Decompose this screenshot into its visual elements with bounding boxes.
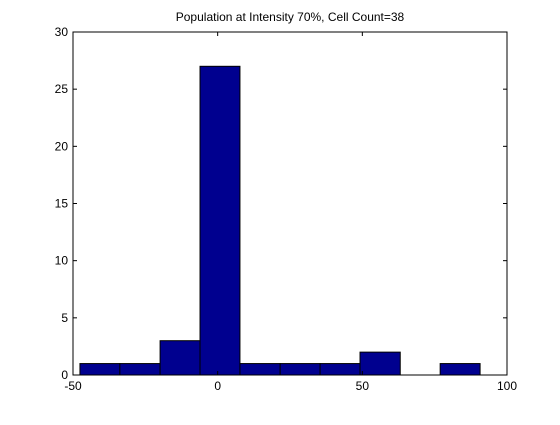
histogram-bar	[159, 340, 201, 376]
x-tick-label: -50	[64, 379, 82, 393]
ticks-layer	[72, 31, 508, 376]
chart-title: Population at Intensity 70%, Cell Count=…	[176, 10, 405, 24]
histogram-bar	[199, 65, 241, 376]
histogram-bar	[119, 363, 161, 376]
histogram-bar	[279, 363, 321, 376]
y-tick-label: 15	[55, 197, 69, 211]
y-tick-label: 30	[55, 25, 69, 39]
x-tick-label: 0	[214, 379, 221, 393]
histogram-bar	[239, 363, 281, 376]
histogram-bar	[439, 363, 481, 376]
y-tick-label: 10	[55, 254, 69, 268]
histogram-bar	[79, 363, 121, 376]
histogram-bar	[319, 363, 361, 376]
y-tick-label: 20	[55, 139, 69, 153]
y-tick-label: 25	[55, 82, 69, 96]
y-tick-label: 0	[61, 368, 68, 382]
histogram-bar	[359, 351, 401, 376]
y-tick-label: 5	[61, 311, 68, 325]
x-tick-label: 50	[356, 379, 370, 393]
bars-layer	[79, 65, 481, 376]
plot-box	[72, 31, 508, 376]
x-tick-label: 100	[497, 379, 517, 393]
